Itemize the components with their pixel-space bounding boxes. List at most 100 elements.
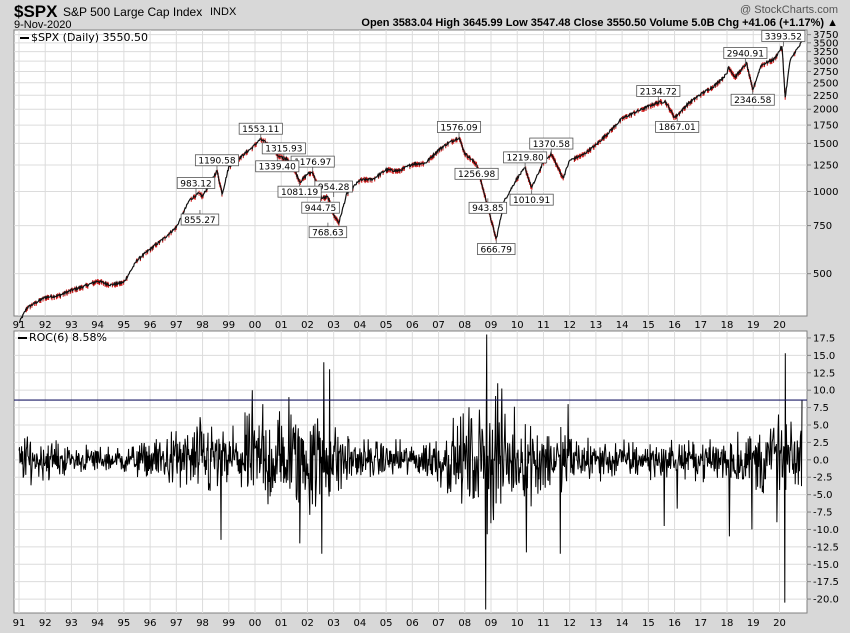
roc-date-axis: 91 92 93 94 95 96 97 98 99 00 01 02 03 04 05 06 07 08 09 10… — [13, 618, 786, 629]
roc-y-tick-label: -2.5 — [813, 473, 833, 484]
price-annotation: 1315.93 — [261, 142, 306, 159]
price-annotation: 1867.01 — [655, 117, 700, 133]
price-annotation: 983.12 — [176, 177, 216, 194]
roc-x-tick-label: 96 — [144, 618, 157, 629]
price-x-tick-label: 97 — [170, 320, 183, 331]
roc-y-tick-label: -15.0 — [813, 560, 839, 571]
annotation-box — [655, 120, 700, 133]
roc-x-tick-label: 98 — [196, 618, 209, 629]
roc-x-tick-label: 20 — [773, 618, 786, 629]
price-x-tick-label: 99 — [222, 320, 235, 331]
annotation-box — [277, 185, 322, 198]
annotation-box — [761, 30, 806, 42]
roc-x-tick-label: 91 — [13, 618, 26, 629]
roc-axis: 17.5 15.0 12.5 10.0 7.5 5.0 2.5 0.0 -2.5 -5.0 -7.5… — [807, 333, 839, 606]
price-x-tick-label: 20 — [773, 320, 786, 331]
roc-x-tick-label: 14 — [616, 618, 629, 629]
price-x-tick-label: 17 — [694, 320, 707, 331]
price-y-tick-label: 2500 — [813, 78, 838, 89]
annotation-box — [636, 85, 681, 97]
price-x-tick-label: 07 — [432, 320, 445, 331]
price-x-tick-label: 01 — [275, 320, 288, 331]
roc-x-tick-label: 08 — [458, 618, 471, 629]
roc-x-tick-label: 15 — [642, 618, 655, 629]
annotation-label: 666.79 — [480, 245, 512, 255]
price-y-tick-label: 2750 — [813, 67, 838, 78]
price-annotation: 1190.58 — [194, 154, 239, 171]
roc-y-tick-label: -17.5 — [813, 577, 839, 588]
price-x-tick-label: 18 — [721, 320, 734, 331]
roc-x-tick-label: 92 — [39, 618, 52, 629]
price-annotation: 943.85 — [468, 198, 508, 214]
annotation-box — [308, 226, 348, 239]
annotation-box — [723, 47, 768, 59]
price-grid — [14, 30, 807, 316]
price-x-tick-label: 06 — [406, 320, 419, 331]
annotation-box — [261, 142, 306, 155]
chart-name: S&P 500 Large Cap Index — [63, 5, 203, 19]
chart-symbol: $SPX — [14, 2, 58, 21]
price-x-tick-label: 91 — [13, 320, 26, 331]
price-x-tick-label: 96 — [144, 320, 157, 331]
price-annotation: 2134.72 — [636, 85, 681, 102]
roc-x-tick-label: 97 — [170, 618, 183, 629]
annotation-box — [454, 167, 499, 180]
legend-swatch-roc — [18, 337, 27, 339]
annotation-label: 1339.40 — [259, 163, 296, 173]
roc-x-tick-label: 09 — [485, 618, 498, 629]
price-legend: $SPX (Daily) 3550.50 — [31, 31, 148, 44]
price-x-tick-label: 19 — [747, 320, 760, 331]
roc-plot — [14, 334, 807, 610]
price-y-tick-label: 3750 — [813, 30, 838, 41]
price-line — [18, 40, 803, 324]
price-x-tick-label: 98 — [196, 320, 209, 331]
roc-x-tick-label: 16 — [668, 618, 681, 629]
roc-x-tick-label: 10 — [511, 618, 524, 629]
roc-x-tick-label: 05 — [380, 618, 393, 629]
price-x-tick-label: 00 — [249, 320, 262, 331]
price-y-tick-label: 750 — [813, 221, 832, 232]
price-y-tick-label: 1500 — [813, 139, 838, 150]
annotation-label: 1081.19 — [281, 188, 318, 198]
price-annotation: 666.79 — [477, 239, 516, 255]
annotation-box — [509, 193, 554, 206]
price-annotation: 1010.91 — [509, 190, 554, 206]
annotation-box — [238, 122, 283, 135]
annotation-box — [503, 151, 548, 164]
price-annotation: 1219.80 — [503, 151, 548, 168]
annotation-box — [730, 93, 775, 106]
price-annotation: 1339.40 — [255, 156, 300, 173]
roc-y-tick-label: 17.5 — [813, 333, 835, 344]
roc-x-tick-label: 99 — [222, 618, 235, 629]
annotation-label: 3393.52 — [765, 32, 802, 42]
annotation-label: 1315.93 — [265, 145, 302, 155]
roc-y-tick-label: -20.0 — [813, 595, 839, 606]
price-x-tick-label: 02 — [301, 320, 314, 331]
price-annotation: 855.27 — [180, 210, 220, 226]
price-annotation: 2346.58 — [730, 90, 775, 106]
price-x-tick-label: 08 — [458, 320, 471, 331]
annotation-label: 768.63 — [312, 228, 344, 238]
roc-legend: ROC(6) 8.58% — [29, 331, 107, 344]
price-x-tick-label: 09 — [485, 320, 498, 331]
annotation-label: 983.12 — [180, 179, 212, 189]
annotation-label: 944.75 — [305, 204, 337, 214]
price-x-tick-label: 94 — [91, 320, 104, 331]
annotation-box — [194, 154, 239, 167]
roc-x-tick-label: 06 — [406, 618, 419, 629]
roc-y-tick-label: 5.0 — [813, 421, 829, 432]
price-x-tick-label: 12 — [563, 320, 576, 331]
price-x-tick-label: 93 — [65, 320, 78, 331]
annotation-label: 2346.58 — [734, 96, 771, 106]
roc-x-tick-label: 11 — [537, 618, 550, 629]
roc-x-tick-label: 01 — [275, 618, 288, 629]
price-annotation: 944.75 — [301, 198, 340, 214]
annotation-label: 1176.97 — [294, 158, 331, 168]
roc-y-tick-label: 15.0 — [813, 351, 835, 362]
roc-y-tick-label: 10.0 — [813, 386, 835, 397]
roc-line — [18, 334, 803, 610]
price-y-tick-label: 1250 — [813, 160, 838, 171]
